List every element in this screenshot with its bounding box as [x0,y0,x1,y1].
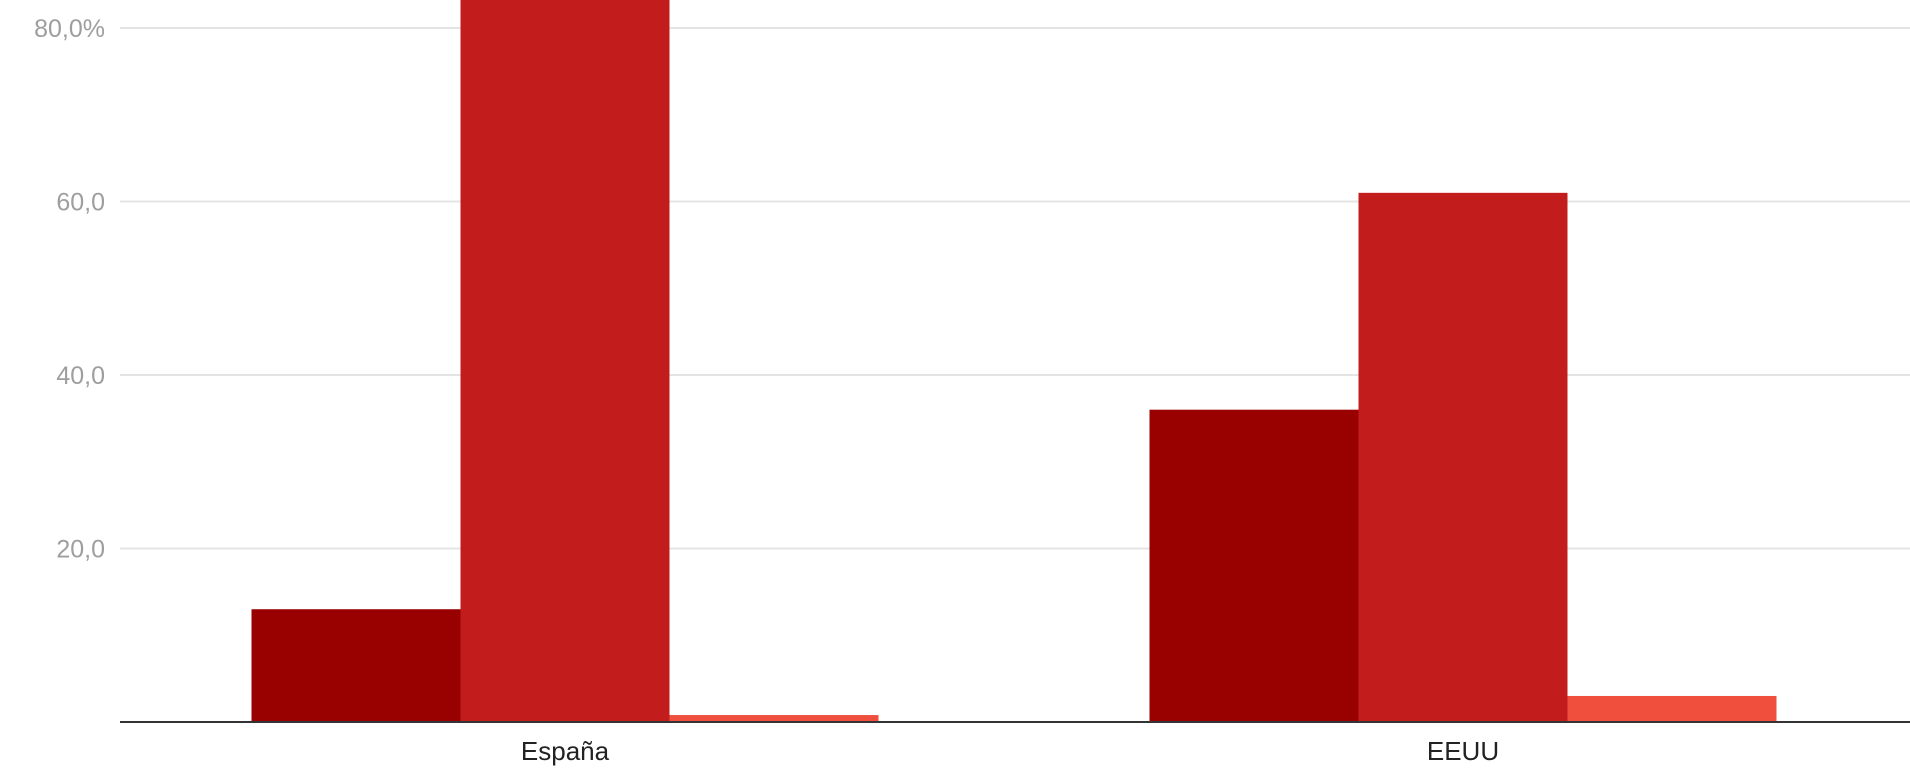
y-tick-label: 20,0 [56,536,105,564]
y-axis-tick-labels: 20,0 40,0 60,0 80,0% [34,15,105,564]
x-category-label: EEUU [1427,736,1499,766]
gridlines [120,27,1910,550]
bar-eeuu-series-2 [1358,192,1568,722]
bar-espana-series-2 [460,0,670,722]
bar-espana-series-1 [251,609,461,722]
x-category-label: España [521,736,610,766]
y-tick-label: 80,0% [34,15,105,43]
y-tick-label: 40,0 [56,362,105,390]
bars [251,0,1777,722]
bar-espana-series-3 [669,715,879,722]
y-tick-label: 60,0 [56,189,105,217]
x-axis-category-labels: España EEUU [521,736,1499,766]
bar-eeuu-series-1 [1149,409,1359,722]
bar-eeuu-series-3 [1567,695,1777,722]
